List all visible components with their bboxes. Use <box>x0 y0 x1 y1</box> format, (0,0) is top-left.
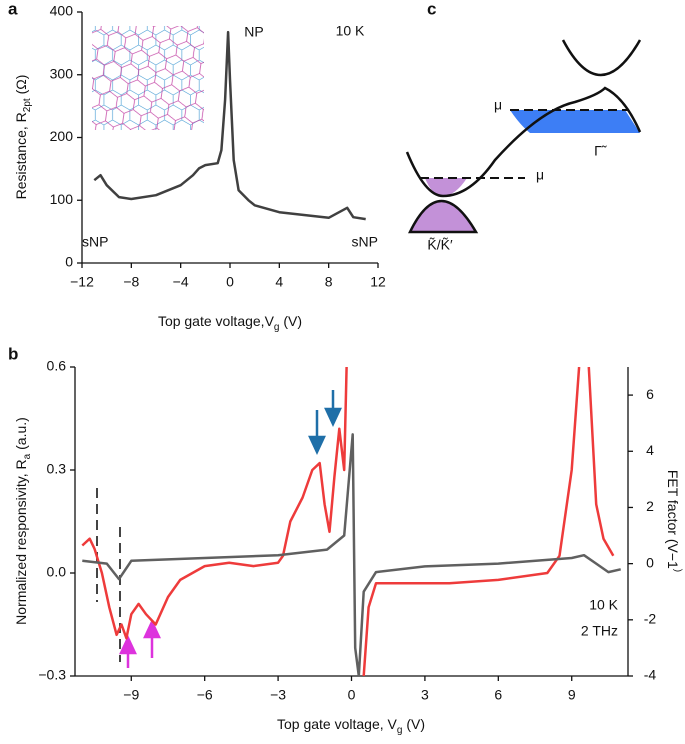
annotation: 2 THz <box>581 623 618 639</box>
y2-tick-label: 6 <box>646 386 654 402</box>
x-axis-label-part: g <box>274 322 280 333</box>
y-axis-label-part: (a.u.) <box>13 417 29 454</box>
y2-axis-label-part: ) <box>672 569 683 572</box>
x-tick-label: −8 <box>123 274 139 290</box>
y2-tick-label: -4 <box>644 667 657 683</box>
x-axis-label-part: V <box>265 313 275 329</box>
upper-band <box>561 39 642 77</box>
y-tick-label: 0.3 <box>47 461 67 477</box>
annotation: 10 K <box>336 23 365 39</box>
y-axis-label: Resistance, R2pt (Ω) <box>13 75 33 200</box>
y-tick-label: 200 <box>50 128 74 144</box>
lattice-magenta <box>92 26 204 130</box>
gamma-label: Γ̃ <box>594 143 607 159</box>
x-tick-label: −4 <box>173 274 189 290</box>
x-axis-label: Top gate voltage, Vg (V) <box>277 716 425 736</box>
y-tick-label: 0.6 <box>47 358 67 374</box>
annotation: NP <box>244 24 263 40</box>
y-tick-label: 100 <box>50 191 74 207</box>
arrow-head <box>308 435 326 455</box>
lattice-inset <box>92 26 204 130</box>
y-axis-label-part: Normalized responsivity, <box>13 469 29 624</box>
middle-band <box>405 86 642 198</box>
x-tick-label: −12 <box>70 274 94 290</box>
k-label: K̃/K̃′ <box>427 236 453 252</box>
y2-tick-label: -2 <box>644 611 657 627</box>
annotation: sNP <box>82 234 108 250</box>
y-tick-label: 0 <box>65 254 73 270</box>
annotation: sNP <box>352 234 378 250</box>
y2-axis-label-part: FET factor (V <box>665 470 681 554</box>
y-axis-label: Normalized responsivity, Ra (a.u.) <box>13 417 33 625</box>
y-tick-label: 300 <box>50 65 74 81</box>
x-axis-label-part: g <box>397 725 403 736</box>
x-tick-label: 12 <box>370 274 386 290</box>
x-axis-label-part: Top gate voltage, <box>158 313 265 329</box>
x-axis-label-part: (V) <box>402 716 425 732</box>
y-axis-label-part: a <box>22 453 33 459</box>
arrow-head <box>324 407 342 427</box>
y-axis-label-part: Resistance, <box>13 122 29 199</box>
x-axis-label-part: Top gate voltage, <box>277 716 388 732</box>
data-line <box>82 433 621 676</box>
data-line <box>81 367 615 676</box>
y2-axis-label-part: −1 <box>665 553 681 569</box>
y-tick-label: −0.3 <box>38 667 66 683</box>
x-axis-label-part: (V) <box>279 313 302 329</box>
x-tick-label: 6 <box>494 687 502 703</box>
lower-band <box>408 200 479 234</box>
x-tick-label: 4 <box>275 274 283 290</box>
panel-label: a <box>8 0 18 18</box>
x-tick-label: 0 <box>348 687 356 703</box>
y2-tick-label: 2 <box>646 498 654 514</box>
arrow-head <box>119 635 137 655</box>
y-tick-label: 0.0 <box>47 564 67 580</box>
y-axis-label-part: 2pt <box>22 98 33 112</box>
y2-tick-label: 0 <box>646 554 654 570</box>
y-axis-label-part: (Ω) <box>13 75 29 99</box>
y-axis-label-part: R <box>13 459 29 469</box>
x-tick-label: −9 <box>123 687 139 703</box>
x-tick-label: −6 <box>197 687 213 703</box>
k-fill <box>425 178 467 196</box>
y2-tick-label: 4 <box>646 442 654 458</box>
x-tick-label: 3 <box>421 687 429 703</box>
x-tick-label: 8 <box>325 274 333 290</box>
data-line <box>93 30 366 221</box>
y2-axis-label: FET factor (V−1) <box>665 470 683 572</box>
x-tick-label: 0 <box>226 274 234 290</box>
mu-label: μ <box>494 97 502 113</box>
gamma-fill <box>510 110 640 133</box>
panel-label: b <box>8 344 18 363</box>
panel-label: c <box>427 0 436 18</box>
y-tick-label: 400 <box>50 3 74 19</box>
x-axis-label: Top gate voltage,Vg (V) <box>158 313 302 333</box>
arrow-head <box>143 619 161 639</box>
annotation: 10 K <box>589 597 618 613</box>
band-diagram: c μ μ K̃/K̃′ Γ̃ <box>405 0 642 253</box>
y-axis-label-part: R <box>13 112 29 122</box>
x-tick-label: −3 <box>270 687 286 703</box>
mu-label: μ <box>536 167 544 183</box>
markers <box>96 390 342 668</box>
x-tick-label: 9 <box>568 687 576 703</box>
x-axis-label-part: V <box>388 716 398 732</box>
